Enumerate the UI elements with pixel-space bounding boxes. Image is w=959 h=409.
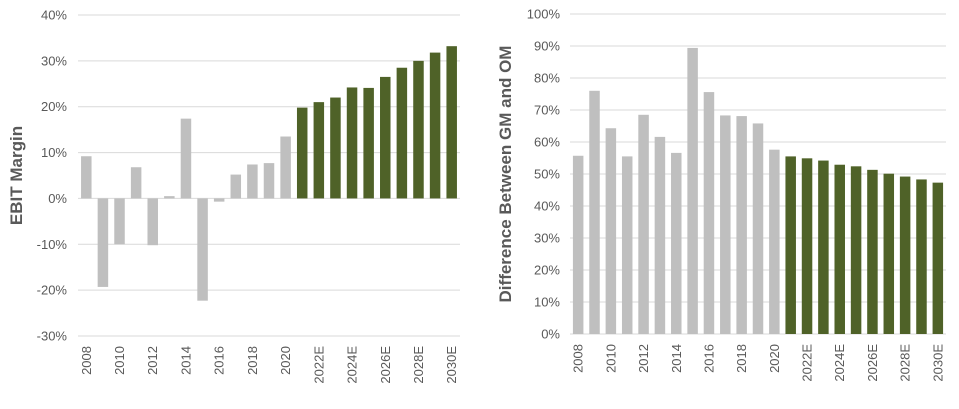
diff-bar-2009 bbox=[589, 90, 600, 334]
diff-bar-2028E bbox=[899, 176, 911, 334]
diff-bar-2017 bbox=[720, 115, 731, 334]
diff-bar-2011 bbox=[621, 156, 633, 334]
ebit-xtick-label: 2014 bbox=[178, 346, 193, 375]
ebit-ytick-label: 20% bbox=[41, 99, 67, 114]
ebit-xtick-label: 2016 bbox=[212, 346, 227, 375]
ebit-xtick-label: 2010 bbox=[112, 346, 127, 375]
diff-ytick-label: 30% bbox=[534, 231, 560, 246]
diff-bar-2020 bbox=[769, 149, 780, 334]
ebit-xtick-label: 2018 bbox=[245, 346, 260, 375]
ebit-bar-2017 bbox=[230, 174, 242, 199]
diff-xtick-label: 2008 bbox=[571, 344, 586, 373]
diff-bar-2025E bbox=[850, 166, 862, 334]
ebit-bar-2015 bbox=[197, 198, 208, 301]
diff-bar-2021 bbox=[785, 156, 796, 334]
ebit-ytick-label: 0% bbox=[48, 191, 67, 206]
ebit-xtick-label: 2020 bbox=[278, 346, 293, 375]
ebit-bar-2020 bbox=[280, 136, 291, 199]
diff-xtick-label: 2020 bbox=[767, 344, 782, 373]
diff-bar-2030E bbox=[932, 182, 944, 334]
diff-bar-2026E bbox=[867, 169, 878, 334]
ebit-bar-2026E bbox=[380, 76, 391, 199]
ebit-bar-2014 bbox=[180, 118, 192, 199]
ebit-xtick-label: 2030E bbox=[444, 346, 459, 384]
ebit-ytick-label: -30% bbox=[37, 329, 68, 344]
ebit-bar-2018 bbox=[247, 164, 258, 199]
ebit-bar-2030E bbox=[446, 46, 457, 199]
ebit-bar-2027E bbox=[396, 67, 408, 199]
diff-bar-2008 bbox=[572, 155, 584, 334]
diff-ytick-label: 40% bbox=[534, 199, 560, 214]
ebit-bar-2010 bbox=[114, 198, 125, 245]
ebit-xtick-label: 2028E bbox=[411, 346, 426, 384]
diff-xtick-label: 2018 bbox=[734, 344, 749, 373]
diff-xtick-label: 2012 bbox=[636, 344, 651, 373]
diff-ytick-label: 20% bbox=[534, 263, 560, 278]
diff-bar-2024E bbox=[834, 164, 845, 334]
diff-bar-2022E bbox=[801, 158, 813, 334]
diff-ytick-label: 0% bbox=[541, 327, 560, 342]
diff-ytick-label: 50% bbox=[534, 167, 560, 182]
diff-xtick-label: 2022E bbox=[800, 344, 815, 382]
diff-bar-2019 bbox=[752, 123, 764, 334]
diff-bar-2027E bbox=[883, 173, 895, 334]
diff-xtick-label: 2024E bbox=[832, 344, 847, 382]
ebit-xtick-label: 2008 bbox=[79, 346, 94, 375]
diff-y-axis-title: Difference Between GM and OM bbox=[496, 46, 515, 303]
ebit-bar-2024E bbox=[346, 87, 358, 199]
diff-bar-2029E bbox=[916, 179, 927, 334]
ebit-ytick-label: 30% bbox=[41, 53, 67, 68]
diff-xtick-label: 2030E bbox=[930, 344, 945, 382]
ebit-bar-2028E bbox=[413, 60, 424, 199]
ebit-bar-2019 bbox=[263, 163, 275, 199]
diff-ytick-label: 10% bbox=[534, 295, 560, 310]
ebit-bar-2011 bbox=[130, 167, 142, 199]
diff-ytick-label: 100% bbox=[527, 7, 561, 22]
ebit-xtick-label: 2022E bbox=[311, 346, 326, 384]
ebit-y-axis-title: EBIT Margin bbox=[7, 126, 26, 225]
ebit-ytick-label: -10% bbox=[37, 237, 68, 252]
diff-ytick-label: 80% bbox=[534, 71, 560, 86]
diff-bar-2015 bbox=[687, 47, 698, 335]
diff-xtick-label: 2028E bbox=[898, 344, 913, 382]
ebit-bar-2013 bbox=[164, 196, 175, 199]
ebit-bar-2012 bbox=[147, 198, 158, 246]
ebit-bar-2021 bbox=[296, 107, 308, 199]
diff-xtick-label: 2016 bbox=[701, 344, 716, 373]
ebit-bar-2022E bbox=[313, 102, 325, 199]
ebit-ytick-label: 10% bbox=[41, 145, 67, 160]
diff-xtick-label: 2014 bbox=[669, 344, 684, 373]
diff-xtick-label: 2026E bbox=[865, 344, 880, 382]
ebit-bar-2016 bbox=[213, 198, 225, 202]
diff-bar-2012 bbox=[638, 114, 649, 334]
diff-ytick-label: 90% bbox=[534, 39, 560, 54]
diff-bar-2023E bbox=[818, 160, 829, 334]
ebit-xtick-label: 2026E bbox=[378, 346, 393, 384]
ebit-ytick-label: -20% bbox=[37, 283, 68, 298]
diff-xtick-label: 2010 bbox=[603, 344, 618, 373]
diff-bar-2014 bbox=[671, 152, 682, 334]
ebit-xtick-label: 2012 bbox=[145, 346, 160, 375]
ebit-bar-2009 bbox=[97, 198, 109, 287]
diff-bar-2016 bbox=[703, 92, 715, 334]
ebit-bar-2008 bbox=[81, 156, 92, 199]
diff-ytick-label: 70% bbox=[534, 103, 560, 118]
diff-ytick-label: 60% bbox=[534, 135, 560, 150]
ebit-bar-2029E bbox=[429, 52, 441, 199]
ebit-ytick-label: 40% bbox=[41, 8, 67, 23]
diff-bar-2010 bbox=[605, 128, 617, 334]
ebit-xtick-label: 2024E bbox=[345, 346, 360, 384]
diff-bar-2013 bbox=[654, 136, 666, 334]
diff-bar-2018 bbox=[736, 116, 747, 334]
ebit-bar-2023E bbox=[330, 97, 341, 199]
ebit-bar-2025E bbox=[363, 87, 374, 199]
